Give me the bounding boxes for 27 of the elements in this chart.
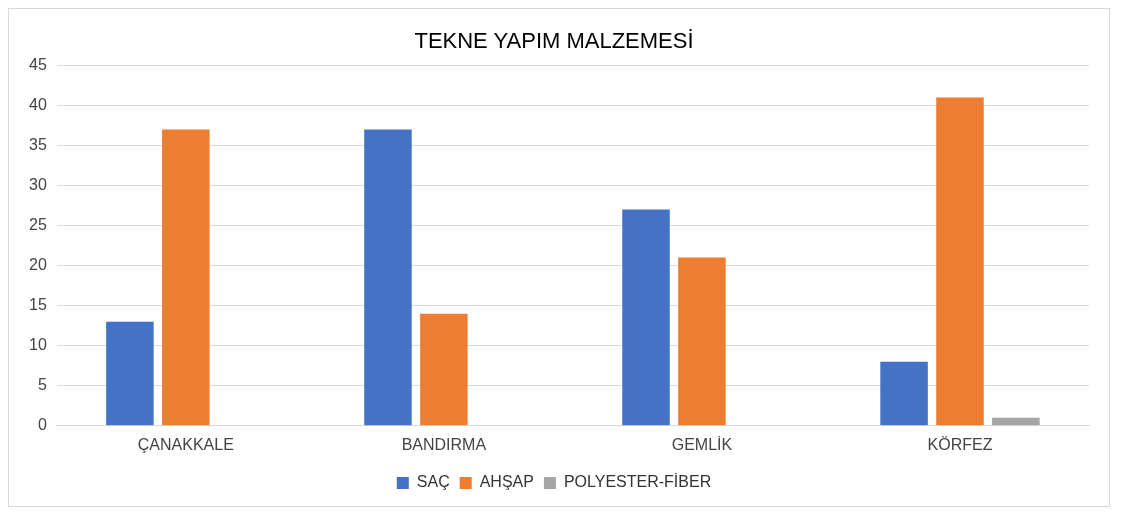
legend-label: POLYESTER-FİBER	[563, 472, 712, 491]
bar	[364, 129, 412, 426]
x-tick-label: BANDIRMA	[401, 435, 487, 453]
x-tick-label: ÇANAKKALE	[137, 435, 234, 453]
bar	[106, 321, 154, 426]
y-tick-label: 10	[29, 336, 47, 354]
x-tick-label: KÖRFEZ	[927, 435, 993, 453]
legend-label: AHŞAP	[479, 473, 534, 491]
y-tick-label: 35	[29, 135, 47, 153]
chart-title: TEKNE YAPIM MALZEMESİ	[414, 28, 694, 54]
bar	[936, 97, 984, 426]
y-tick-label: 0	[37, 416, 47, 434]
y-tick-label: 5	[37, 376, 47, 394]
bar	[992, 417, 1040, 426]
y-tick-label: 45	[29, 55, 47, 73]
legend-label: SAÇ	[416, 473, 450, 491]
y-tick-label: 25	[29, 215, 47, 233]
bar	[678, 257, 726, 426]
y-tick-label: 30	[29, 175, 47, 193]
y-tick-label: 40	[29, 95, 47, 113]
bar	[420, 313, 468, 426]
y-tick-label: 20	[29, 256, 47, 274]
bar	[880, 361, 928, 426]
y-tick-label: 15	[29, 296, 47, 314]
x-tick-label: GEMLİK	[671, 434, 733, 453]
bar	[622, 209, 670, 426]
bar	[162, 129, 210, 426]
